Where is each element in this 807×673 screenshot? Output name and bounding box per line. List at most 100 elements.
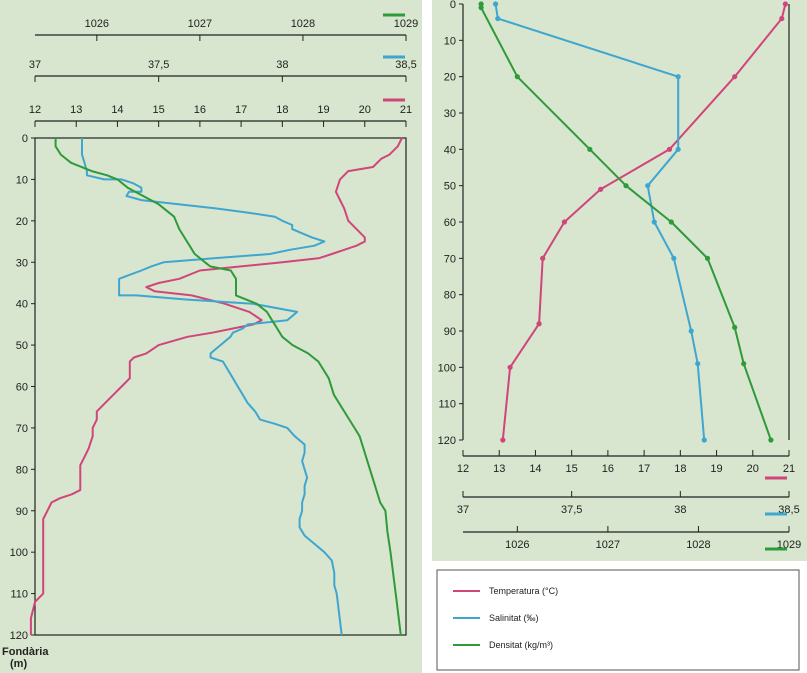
right-salinity-point xyxy=(695,361,701,367)
left-temperature-tick-label: 12 xyxy=(29,104,41,116)
left-y-tick-label: 70 xyxy=(16,423,28,435)
right-temperature-tick-label: 17 xyxy=(638,463,650,475)
left-y-tick-label: 110 xyxy=(10,589,28,601)
right-temperature-point xyxy=(500,437,506,443)
right-temperature-point xyxy=(507,364,513,370)
left-density-line xyxy=(54,138,402,636)
right-salinity-tick-label: 37,5 xyxy=(561,504,582,516)
left-y-tick-label: 80 xyxy=(16,464,28,476)
legend-layer: Temperatura (°C) Salinitat (‰) Densitat … xyxy=(453,586,558,650)
right-y-tick-label: 10 xyxy=(444,35,456,47)
right-y-tick-label: 40 xyxy=(444,144,456,156)
right-salinity-point xyxy=(701,437,707,443)
right-temperature-point xyxy=(732,74,738,80)
y-axis-label-line2: (m) xyxy=(10,658,27,670)
right-temperature-tick-label: 13 xyxy=(493,463,505,475)
right-temperature-point xyxy=(540,255,546,261)
right-salinity-point xyxy=(645,183,651,189)
right-density-line xyxy=(480,4,772,441)
right-temperature-tick-label: 18 xyxy=(674,463,686,475)
right-panel-background xyxy=(432,0,807,561)
right-temperature-point xyxy=(779,15,785,22)
left-salinity-tick-label: 38,5 xyxy=(395,59,416,71)
right-salinity-point xyxy=(675,146,681,152)
right-density-tick-label: 1028 xyxy=(686,539,710,551)
series-layer xyxy=(29,1,788,636)
left-y-tick-label: 120 xyxy=(10,630,28,642)
left-y-tick-label: 40 xyxy=(16,299,28,311)
left-salinity-tick-label: 37 xyxy=(29,59,41,71)
right-salinity-point xyxy=(493,1,499,7)
left-temperature-tick-label: 13 xyxy=(70,104,82,116)
left-temperature-tick-label: 21 xyxy=(400,104,412,116)
right-temperature-tick-label: 12 xyxy=(457,463,469,475)
left-y-tick-label: 10 xyxy=(16,174,28,186)
right-temperature-point xyxy=(598,186,604,192)
right-y-tick-label: 90 xyxy=(444,326,456,338)
right-temperature-tick-label: 14 xyxy=(529,463,541,475)
left-y-tick-label: 50 xyxy=(16,340,28,352)
left-salinity-tick-label: 37,5 xyxy=(148,59,169,71)
right-salinity-line xyxy=(494,3,706,441)
left-temperature-tick-label: 15 xyxy=(153,104,165,116)
right-density-point xyxy=(587,146,593,152)
left-temperature-line xyxy=(29,137,403,635)
right-temperature-point xyxy=(666,146,673,152)
right-y-tick-label: 60 xyxy=(444,217,456,229)
right-temperature-tick-label: 21 xyxy=(783,463,795,475)
left-y-tick-label: 100 xyxy=(10,547,28,559)
right-temperature-point xyxy=(536,321,542,327)
legend-label-density: Densitat (kg/m³) xyxy=(489,640,553,650)
right-density-tick-label: 1027 xyxy=(596,539,620,551)
right-temperature-tick-label: 19 xyxy=(710,463,722,475)
legend-label-salinity: Salinitat (‰) xyxy=(489,613,539,623)
left-temperature-tick-label: 20 xyxy=(359,104,371,116)
left-y-tick-label: 30 xyxy=(16,257,28,269)
right-density-point xyxy=(768,437,774,443)
right-y-tick-label: 30 xyxy=(444,108,456,120)
right-density-tick-label: 1026 xyxy=(505,539,529,551)
left-panel-background xyxy=(0,0,422,673)
left-y-tick-label: 0 xyxy=(22,133,28,145)
right-y-tick-label: 120 xyxy=(438,435,456,447)
left-salinity-tick-label: 38 xyxy=(276,59,288,71)
right-density-point xyxy=(478,5,484,11)
right-y-tick-label: 80 xyxy=(444,290,456,302)
right-salinity-point xyxy=(495,15,501,22)
right-y-tick-label: 20 xyxy=(444,72,456,84)
right-density-point xyxy=(623,183,629,189)
right-y-tick-label: 110 xyxy=(438,399,456,411)
left-y-tick-label: 60 xyxy=(16,382,28,394)
right-salinity-point xyxy=(671,255,677,261)
left-density-tick-label: 1026 xyxy=(85,18,109,30)
right-density-point xyxy=(668,219,674,225)
right-density-point xyxy=(732,324,738,330)
left-density-tick-label: 1027 xyxy=(188,18,212,30)
left-density-tick-label: 1029 xyxy=(394,18,418,30)
left-temperature-tick-label: 14 xyxy=(111,104,123,116)
legend-box xyxy=(436,569,800,671)
left-temperature-tick-label: 19 xyxy=(317,104,329,116)
left-y-tick-label: 20 xyxy=(16,216,28,228)
right-y-tick-label: 50 xyxy=(444,181,456,193)
left-salinity-line xyxy=(81,138,343,636)
right-salinity-point xyxy=(688,328,694,334)
right-y-tick-label: 70 xyxy=(444,253,456,265)
right-temperature-line xyxy=(501,3,787,441)
left-y-tick-label: 90 xyxy=(16,506,28,518)
right-density-point xyxy=(514,74,520,80)
left-temperature-tick-label: 16 xyxy=(194,104,206,116)
right-temperature-point xyxy=(561,219,568,225)
legend-label-temperature: Temperatura (°C) xyxy=(489,586,558,596)
right-temperature-tick-label: 15 xyxy=(566,463,578,475)
right-density-point xyxy=(741,361,747,367)
left-temperature-tick-label: 18 xyxy=(276,104,288,116)
right-density-point xyxy=(478,1,484,7)
y-axis-label-line1: Fondària xyxy=(2,646,49,658)
right-salinity-tick-label: 38 xyxy=(674,504,686,516)
right-y-tick-label: 0 xyxy=(450,0,456,11)
right-temperature-tick-label: 20 xyxy=(747,463,759,475)
left-temperature-tick-label: 17 xyxy=(235,104,247,116)
